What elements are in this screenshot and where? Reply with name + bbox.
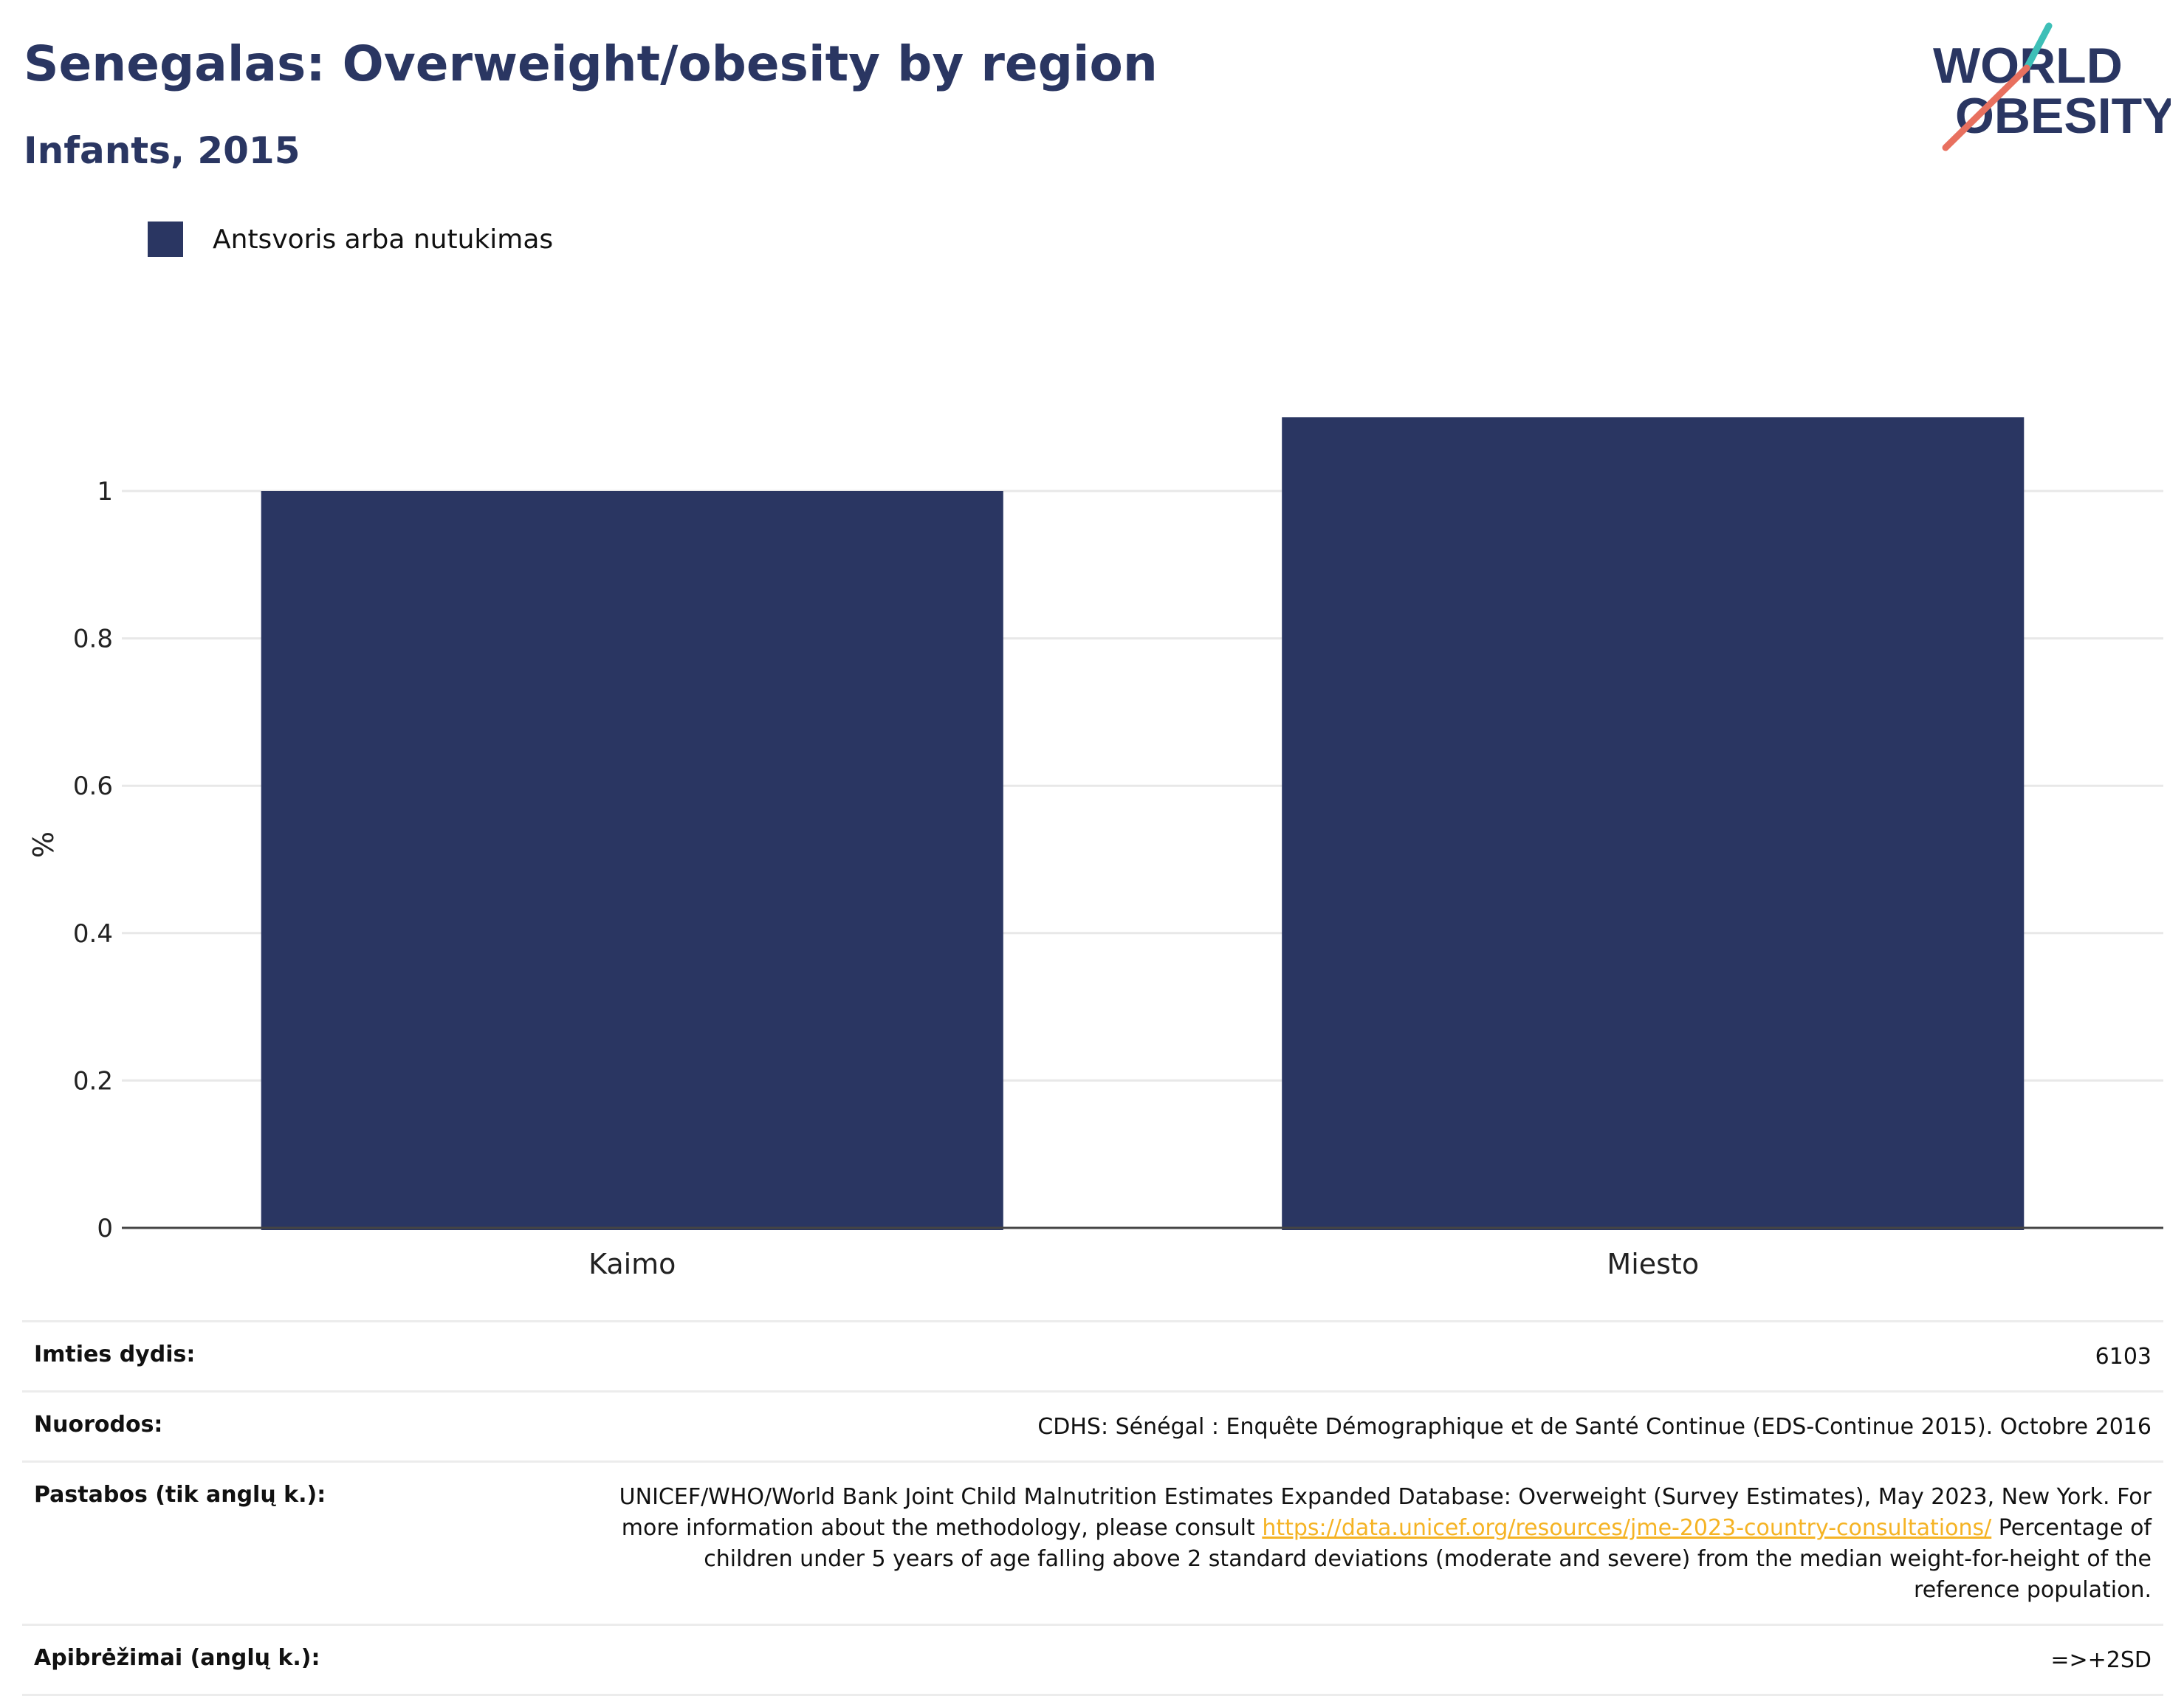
logo-stroke-coral (1942, 64, 2030, 151)
y-tick-label: 0.6 (73, 772, 113, 801)
notes-value: UNICEF/WHO/World Bank Joint Child Malnut… (601, 1482, 2152, 1606)
references-label: Nuorodos: (34, 1412, 163, 1438)
info-row-sample-size: Imties dydis: 6103 (22, 1320, 2163, 1390)
chart-title: Senegalas: Overweight/obesity by region (24, 35, 1158, 92)
x-tick-label: Kaimo (588, 1248, 676, 1280)
notes-label: Pastabos (tik anglų k.): (34, 1482, 326, 1508)
legend: Antsvoris arba nutukimas (148, 220, 553, 258)
info-row-notes: Pastabos (tik anglų k.): UNICEF/WHO/Worl… (22, 1460, 2163, 1624)
info-row-references: Nuorodos: CDHS: Sénégal : Enquête Démogr… (22, 1390, 2163, 1460)
y-tick-label: 0.2 (73, 1066, 113, 1096)
notes-link[interactable]: https://data.unicef.org/resources/jme-20… (1262, 1515, 1992, 1541)
x-tick-label: Miesto (1607, 1248, 1699, 1280)
y-tick-label: 0.4 (73, 919, 113, 949)
info-table: Imties dydis: 6103 Nuorodos: CDHS: Sénég… (22, 1320, 2163, 1696)
notes-text-2: Percentage of children under 5 years of … (704, 1515, 2152, 1603)
definitions-value: =>+2SD (2050, 1647, 2152, 1673)
legend-swatch (148, 222, 183, 257)
sample-size-label: Imties dydis: (34, 1342, 196, 1367)
chart-subtitle: Infants, 2015 (24, 129, 301, 172)
references-value: CDHS: Sénégal : Enquête Démographique et… (1037, 1414, 2152, 1440)
bar (261, 491, 1003, 1230)
y-tick-label: 1 (97, 477, 113, 507)
y-tick-label: 0.8 (73, 625, 113, 654)
logo-text-obesity: OBESITY (1955, 88, 2171, 144)
logo-stroke-teal (2023, 22, 2053, 72)
bar (1282, 417, 2025, 1231)
sample-size-value: 6103 (2095, 1344, 2152, 1370)
definitions-label: Apibrėžimai (anglų k.): (34, 1645, 320, 1671)
bar-chart: 0 0.2 0.4 0.6 0.8 1 Kaimo Miesto% (27, 417, 2163, 1280)
notes-text-1: UNICEF/WHO/World Bank Joint Child Malnut… (619, 1484, 2152, 1541)
y-tick-label: 0 (97, 1214, 113, 1243)
y-axis-title: % (27, 831, 60, 858)
world-obesity-logo: WORLD OBESITY (1933, 22, 2171, 151)
legend-label: Antsvoris arba nutukimas (213, 224, 554, 255)
info-row-definitions: Apibrėžimai (anglų k.): =>+2SD (22, 1624, 2163, 1696)
